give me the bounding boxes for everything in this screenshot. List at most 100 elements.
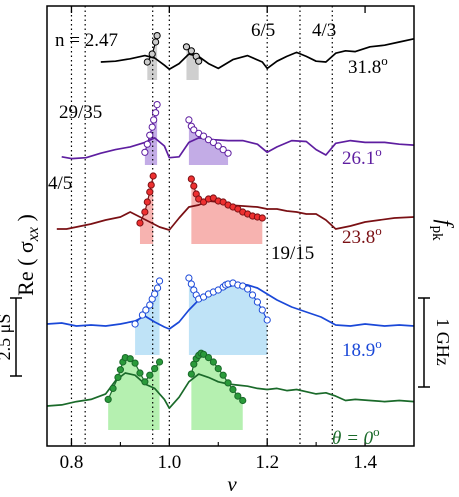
- fpk-point-1-right-7: [214, 142, 222, 150]
- y-axis-right-sub: pk: [429, 226, 445, 242]
- fpk-point-2-left-5: [149, 172, 157, 180]
- trace-1: [61, 137, 415, 160]
- scalebar-left-text: 2.5 μS: [0, 314, 14, 361]
- fpk-point-4-right-10: [224, 379, 232, 387]
- fpk-point-2-left-3: [146, 188, 154, 196]
- annotation-n: n = 2.47: [55, 30, 118, 51]
- fpk-point-1-left-5: [152, 109, 160, 117]
- scalebar-right-text: 1 GHz: [433, 318, 453, 366]
- annotation-19-15: 19/15: [271, 243, 314, 264]
- trace-0: [100, 37, 415, 71]
- fpk-point-3-left-0: [131, 320, 139, 328]
- fpk-point-3-left-5: [151, 290, 159, 298]
- fpk-point-1-left-3: [148, 123, 156, 131]
- fpk-point-0-left-2: [152, 38, 160, 46]
- fpk-point-4-right-5: [199, 350, 208, 358]
- series-label-1: 26.1o: [342, 144, 382, 169]
- x-tick-label-0: 0.8: [60, 452, 84, 473]
- marker-layer: [104, 32, 271, 405]
- annotation-29-35: 29/35: [59, 102, 102, 123]
- series-label-2: 23.8o: [342, 223, 382, 248]
- fpk-point-3-right-15: [244, 285, 252, 293]
- fpk-point-1-left-0: [141, 148, 149, 156]
- fpk-point-3-left-6: [153, 284, 162, 292]
- fpk-point-4-right-9: [219, 371, 227, 379]
- fpk-point-0-right-0: [182, 43, 191, 51]
- fpk-point-3-left-1: [138, 311, 147, 319]
- fpk-fill-4-right: [191, 353, 243, 430]
- x-tick-label-3: 1.4: [353, 452, 377, 473]
- x-tick-label-2: 1.2: [255, 452, 279, 473]
- fpk-point-4-left-3: [116, 366, 125, 374]
- fpk-fill-2-right: [191, 179, 263, 244]
- fpk-point-4-left-2: [114, 373, 122, 381]
- series-label-degree-3: o: [375, 336, 382, 351]
- y-axis-label-right: fpk: [429, 219, 458, 241]
- fpk-point-4-left-7: [131, 359, 139, 367]
- plot-frame: [46, 5, 415, 447]
- fpk-point-4-left-0: [104, 395, 112, 403]
- scalebar-right: 1 GHz: [418, 297, 453, 388]
- fpk-point-4-left-11: [151, 365, 159, 373]
- dotted-vlines: [70, 6, 333, 446]
- fpk-point-3-right-17: [253, 298, 262, 306]
- series-label-degree-0: o: [381, 53, 388, 68]
- fpk-point-4-left-12: [155, 358, 164, 366]
- fpk-fill-0-right: [186, 46, 199, 80]
- y-axis-label-close: ): [13, 214, 38, 227]
- fpk-point-4-left-6: [126, 355, 134, 363]
- series-label-4: θ = 0o: [332, 424, 380, 449]
- annotation-4-3: 4/3: [312, 20, 336, 41]
- fpk-point-1-left-4: [150, 116, 158, 124]
- fpk-point-1-right-0: [185, 116, 193, 124]
- fpk-point-3-left-2: [142, 306, 150, 314]
- fpk-point-1-left-6: [153, 101, 161, 109]
- fpk-point-4-right-6: [204, 354, 213, 362]
- fpk-point-3-right-18: [258, 306, 266, 314]
- y-axis-label-left: Re ( σxx ): [13, 214, 42, 296]
- fpk-point-1-left-1: [143, 140, 151, 148]
- annotation-layer: ν Re ( σxx ) fpk n = 2.47 6/5 4/3 29/35 …: [13, 20, 458, 496]
- series-label-0: 31.8o: [348, 53, 388, 78]
- fpk-point-2-right-16: [258, 214, 266, 222]
- fpk-fill-layer: [108, 35, 268, 430]
- series-label-degree-1: o: [375, 144, 382, 159]
- annotation-6-5: 6/5: [251, 20, 275, 41]
- fpk-point-4-right-8: [214, 365, 222, 373]
- x-axis-label: ν: [227, 472, 237, 496]
- fpk-point-0-left-0: [143, 58, 151, 66]
- x-axis: 0.8 1.0 1.2 1.4: [60, 6, 377, 473]
- fpk-point-4-left-1: [109, 384, 117, 392]
- fpk-fill-3-right: [188, 278, 268, 355]
- annotation-4-5: 4/5: [48, 173, 72, 194]
- series-label-degree-2: o: [375, 223, 382, 238]
- fpk-point-1-right-9: [224, 149, 232, 157]
- fpk-point-3-left-3: [146, 301, 154, 309]
- fpk-point-0-left-3: [153, 32, 161, 40]
- fpk-point-4-right-7: [209, 358, 217, 366]
- series-label-degree-4: o: [373, 424, 380, 439]
- fpk-point-1-right-2: [190, 126, 198, 134]
- series-labels: 31.8o 26.1o 23.8o 18.9o θ = 0o: [332, 53, 388, 449]
- fpk-point-2-left-1: [141, 208, 149, 216]
- scalebar-left: 2.5 μS: [0, 297, 22, 377]
- fpk-point-3-right-16: [248, 291, 257, 299]
- fpk-point-3-right-1: [187, 280, 195, 288]
- y-axis-label-main: Re ( σ: [13, 241, 38, 296]
- fpk-point-2-left-4: [147, 181, 155, 189]
- fpk-point-0-right-3: [195, 57, 203, 65]
- fpk-point-2-left-0: [136, 219, 144, 227]
- fpk-point-1-left-2: [146, 131, 154, 139]
- fpk-point-2-left-2: [143, 198, 151, 206]
- y-axis-right-main: f: [433, 219, 458, 228]
- fpk-point-1-right-8: [219, 146, 227, 154]
- fpk-point-0-left-1: [148, 50, 156, 58]
- fpk-point-1-right-6: [209, 138, 217, 146]
- fpk-point-4-right-12: [234, 392, 242, 400]
- fpk-point-1-right-4: [199, 132, 208, 140]
- fpk-point-3-right-19: [263, 316, 271, 324]
- fpk-point-0-right-1: [187, 47, 195, 55]
- fpk-point-4-right-13: [239, 396, 247, 405]
- fpk-point-4-right-0: [187, 370, 195, 378]
- fpk-point-4-left-8: [136, 369, 144, 377]
